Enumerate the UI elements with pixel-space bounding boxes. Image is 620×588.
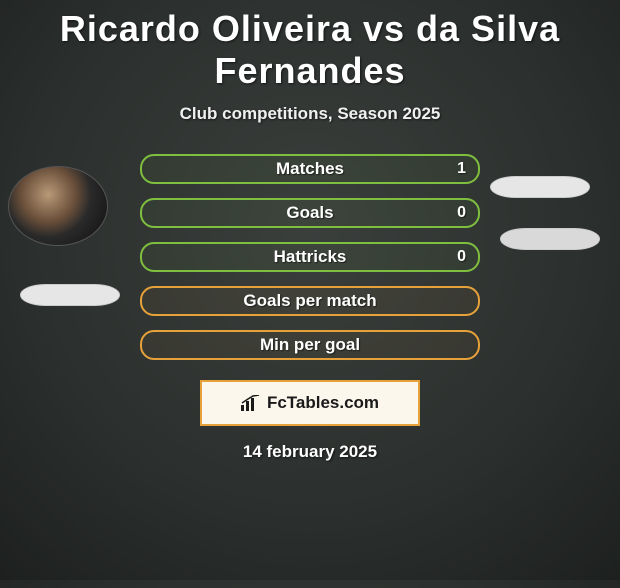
player-left-name-pill bbox=[20, 284, 120, 306]
stat-row-matches: Matches 1 bbox=[140, 154, 480, 184]
stat-label: Min per goal bbox=[142, 335, 478, 355]
player-right-pill-2 bbox=[500, 228, 600, 250]
chart-icon bbox=[241, 395, 261, 411]
subtitle: Club competitions, Season 2025 bbox=[0, 104, 620, 124]
stat-row-goals: Goals 0 bbox=[140, 198, 480, 228]
stat-label: Goals per match bbox=[142, 291, 478, 311]
brand-text: FcTables.com bbox=[267, 393, 379, 413]
stat-value-right: 0 bbox=[457, 204, 466, 222]
brand-badge: FcTables.com bbox=[200, 380, 420, 426]
stat-value-right: 0 bbox=[457, 248, 466, 266]
date-label: 14 february 2025 bbox=[0, 442, 620, 462]
stat-row-goals-per-match: Goals per match bbox=[140, 286, 480, 316]
player-left-avatar bbox=[8, 166, 108, 246]
player-right-pill-1 bbox=[490, 176, 590, 198]
stat-value-right: 1 bbox=[457, 160, 466, 178]
stat-row-hattricks: Hattricks 0 bbox=[140, 242, 480, 272]
comparison-panel: Matches 1 Goals 0 Hattricks 0 Goals per … bbox=[0, 154, 620, 462]
stat-label: Matches bbox=[142, 159, 478, 179]
page-title: Ricardo Oliveira vs da Silva Fernandes bbox=[0, 8, 620, 92]
stat-label: Goals bbox=[142, 203, 478, 223]
stat-label: Hattricks bbox=[142, 247, 478, 267]
stat-row-min-per-goal: Min per goal bbox=[140, 330, 480, 360]
stat-bars: Matches 1 Goals 0 Hattricks 0 Goals per … bbox=[140, 154, 480, 360]
